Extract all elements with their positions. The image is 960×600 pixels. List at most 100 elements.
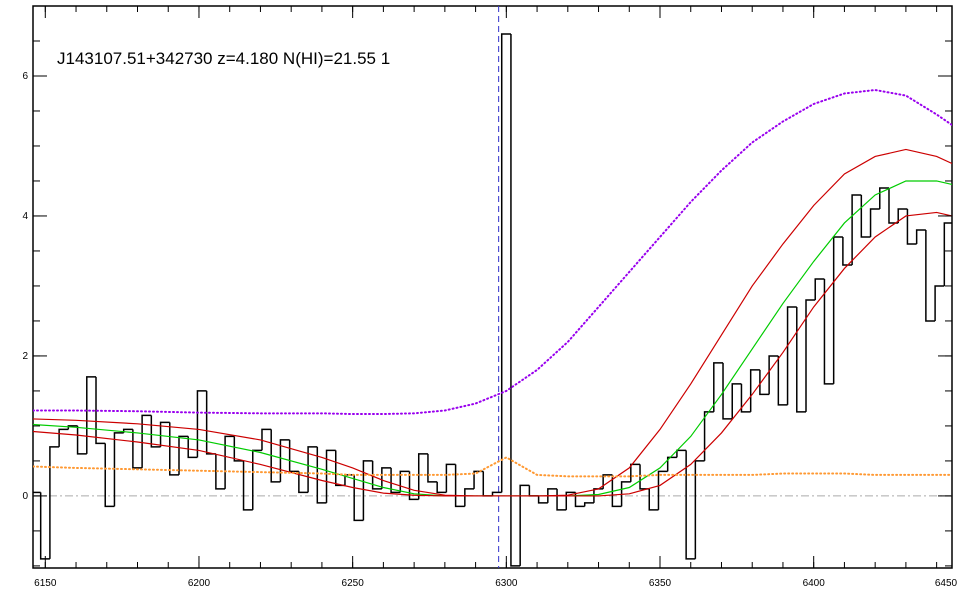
flux-step <box>731 383 742 419</box>
plot-frame <box>32 5 953 569</box>
flux-step <box>113 432 124 507</box>
flux-step <box>464 488 475 507</box>
flux-step <box>445 463 456 493</box>
flux-step <box>685 450 696 560</box>
flux-step <box>242 460 253 511</box>
x-tick-label: 6350 <box>649 578 672 589</box>
flux-step <box>842 236 853 266</box>
flux-step <box>132 429 143 469</box>
flux-step <box>915 229 926 244</box>
flux-step <box>67 425 78 430</box>
flux-step <box>620 481 631 507</box>
flux-step <box>583 502 594 507</box>
chart-title: J143107.51+342730 z=4.180 N(HI)=21.55 1 <box>57 49 390 68</box>
plot-area <box>33 6 952 568</box>
x-tick-label: 6150 <box>34 578 57 589</box>
flux-step <box>316 446 327 504</box>
flux-step <box>270 429 281 483</box>
flux-step <box>906 208 917 245</box>
flux-step <box>666 456 677 472</box>
flux-step <box>362 460 373 521</box>
y-tick-label: 4 <box>22 211 28 222</box>
flux-step <box>676 449 687 458</box>
flux-step <box>353 474 364 522</box>
flux-step <box>334 450 345 487</box>
flux-step <box>510 33 521 567</box>
flux-step <box>574 492 585 508</box>
flux-step <box>796 306 807 413</box>
flux-step <box>528 485 539 497</box>
flux-step <box>473 470 484 489</box>
flux-step <box>86 376 97 454</box>
flux-step <box>371 460 382 490</box>
flux-step <box>713 362 724 412</box>
flux-step <box>215 453 226 490</box>
x-tick-label: 6400 <box>803 578 826 589</box>
flux-step <box>630 463 641 482</box>
y-tick-label: 6 <box>22 71 28 82</box>
flux-step <box>233 436 244 462</box>
flux-step <box>39 492 50 560</box>
flux-step <box>178 435 189 475</box>
flux-step <box>777 355 788 406</box>
flux-step <box>888 187 899 224</box>
flux-step <box>298 471 309 494</box>
flux-step <box>49 446 60 559</box>
flux-step <box>556 488 567 511</box>
flux-step <box>76 425 87 455</box>
flux-step <box>869 208 880 237</box>
flux-step <box>58 428 69 447</box>
flux-step <box>390 467 401 494</box>
flux-step <box>187 436 198 459</box>
model-curve <box>33 211 952 497</box>
flux-step <box>159 421 170 447</box>
flux-step <box>657 470 668 510</box>
flux-step <box>205 390 216 455</box>
flux-step <box>408 471 419 501</box>
flux-step <box>860 194 871 238</box>
flux-step <box>288 439 299 473</box>
flux-step <box>169 422 179 476</box>
flux-step <box>694 460 705 559</box>
flux-step <box>417 453 428 500</box>
flux-step <box>611 474 622 508</box>
flux-step <box>427 453 438 483</box>
flux-step <box>565 491 576 510</box>
flux-step <box>740 383 751 413</box>
flux-step <box>261 428 272 451</box>
flux-step <box>934 285 945 321</box>
dotted-curve <box>33 88 952 416</box>
flux-step <box>196 390 207 458</box>
flux-step <box>325 449 336 503</box>
flux-step <box>897 208 908 223</box>
flux-step <box>648 488 659 511</box>
flux-step <box>925 229 936 322</box>
flux-step <box>252 449 262 510</box>
x-tick-label: 6250 <box>342 578 365 589</box>
flux-step <box>786 306 797 405</box>
flux-step <box>814 278 825 300</box>
flux-step <box>482 471 493 497</box>
model-curve <box>33 180 952 497</box>
flux-step <box>150 415 161 448</box>
flux-step <box>703 411 714 461</box>
y-tick-label: 0 <box>22 491 28 502</box>
flux-step <box>104 443 115 508</box>
flux-step <box>805 299 816 412</box>
flux-step <box>224 435 235 489</box>
flux-step <box>279 439 290 482</box>
flux-step <box>943 222 952 286</box>
x-tick-label: 6300 <box>495 578 518 589</box>
flux-step <box>537 495 548 504</box>
flux-step <box>500 33 511 493</box>
flux-step <box>381 467 392 489</box>
y-tick-label: 2 <box>22 351 28 362</box>
flux-step <box>768 355 779 395</box>
dotted-curve <box>33 456 952 478</box>
flux-step <box>491 491 502 496</box>
flux-step <box>759 369 770 396</box>
flux-step <box>749 369 760 412</box>
flux-step <box>593 488 604 503</box>
flux-step <box>141 414 152 468</box>
